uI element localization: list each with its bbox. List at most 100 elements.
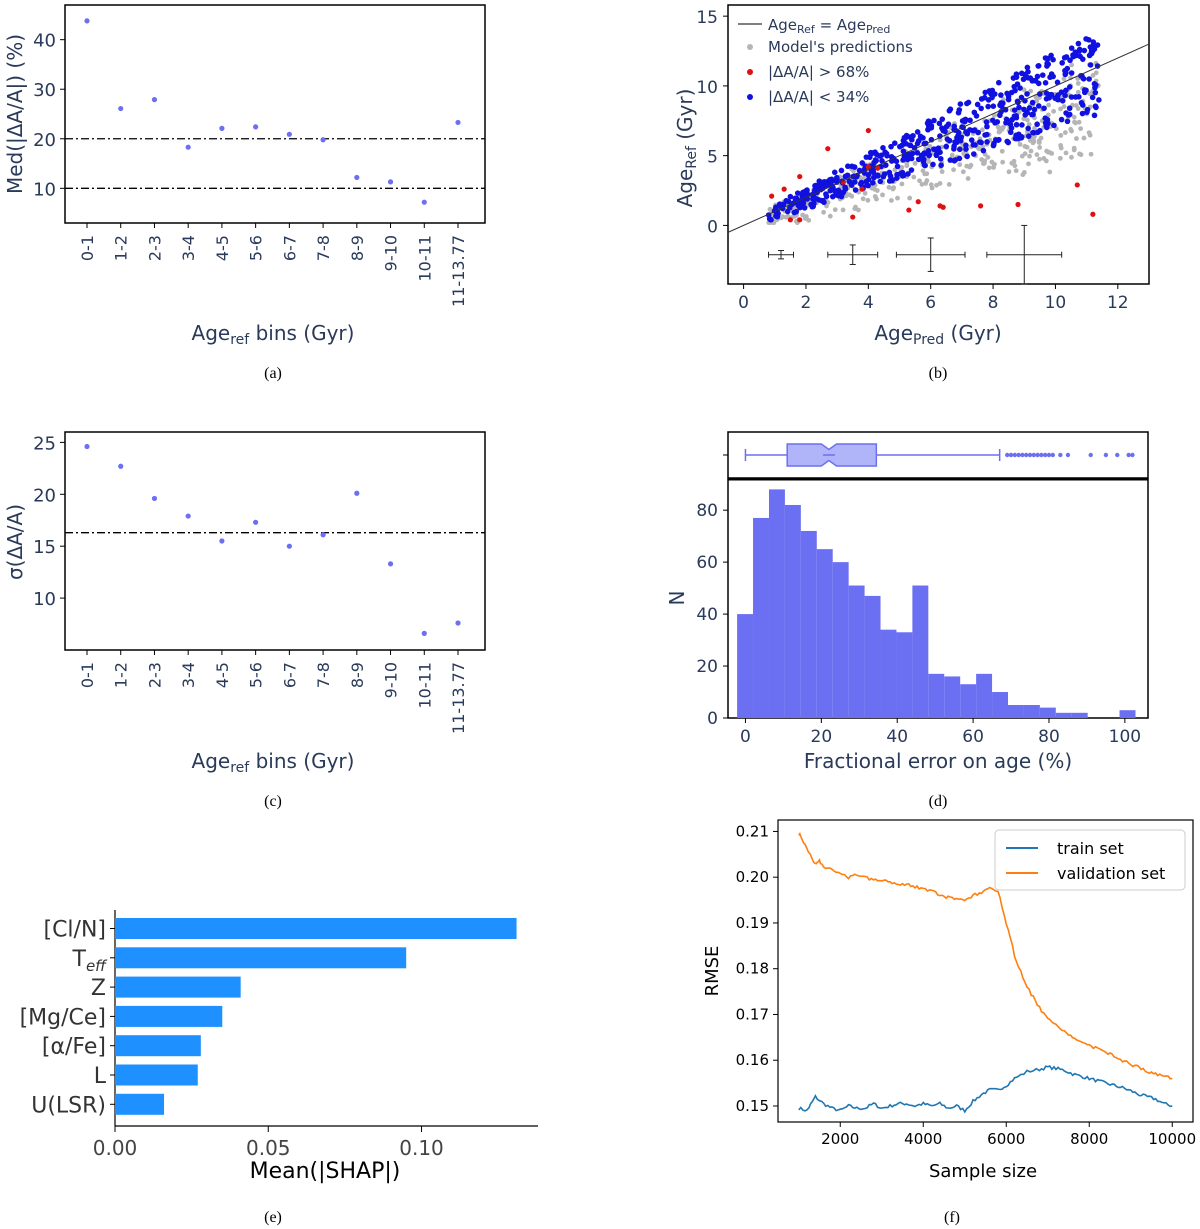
- blue-point: [1068, 70, 1075, 76]
- x-tick-label: 6000: [987, 1130, 1025, 1148]
- grey-point: [980, 161, 986, 166]
- blue-point: [946, 107, 953, 114]
- flier-point: [1012, 452, 1018, 458]
- blue-point: [767, 216, 774, 223]
- blue-point: [823, 193, 830, 200]
- x-tick-label: 8000: [1070, 1130, 1108, 1148]
- grey-point: [1034, 152, 1040, 158]
- data-point: [151, 495, 158, 502]
- y-tick-label: 0.18: [736, 960, 769, 978]
- caption-a: (a): [264, 365, 282, 382]
- blue-point: [878, 152, 885, 159]
- blue-point: [1016, 104, 1022, 111]
- blue-point: [990, 142, 997, 148]
- grey-point: [880, 192, 885, 198]
- y-tick-label: 0.17: [736, 1005, 769, 1023]
- blue-point: [1068, 94, 1075, 100]
- blue-point: [1020, 76, 1027, 83]
- grey-point: [780, 214, 785, 220]
- blue-point: [973, 113, 980, 119]
- data-point: [185, 144, 191, 150]
- grey-point: [1088, 151, 1094, 157]
- grey-point: [911, 174, 917, 180]
- blue-point: [831, 169, 838, 176]
- blue-point: [981, 94, 988, 101]
- red-point: [1015, 201, 1021, 208]
- blue-point: [1023, 110, 1030, 116]
- grey-point: [934, 182, 939, 188]
- blue-point: [1094, 42, 1101, 48]
- blue-point: [961, 118, 968, 125]
- blue-point: [1081, 89, 1088, 96]
- blue-point: [967, 127, 973, 133]
- blue-point: [1034, 121, 1040, 128]
- grey-point: [1086, 130, 1092, 136]
- red-point: [865, 164, 871, 170]
- flier-point: [1020, 452, 1025, 458]
- data-point: [320, 137, 326, 143]
- blue-point: [1092, 103, 1099, 110]
- legend-frame: [994, 829, 1186, 891]
- grey-point: [919, 181, 925, 187]
- blue-point: [914, 140, 921, 147]
- blue-point: [938, 162, 944, 168]
- grey-point: [960, 169, 966, 175]
- blue-point: [1059, 60, 1065, 66]
- blue-point: [1086, 76, 1092, 82]
- blue-point: [1017, 85, 1023, 91]
- blue-point: [1051, 122, 1057, 129]
- grey-point: [995, 124, 1001, 130]
- blue-point: [818, 197, 824, 204]
- flier-point: [1027, 452, 1033, 458]
- blue-point: [980, 147, 987, 154]
- flier-point: [1016, 452, 1021, 458]
- blue-point: [859, 160, 866, 166]
- x-tick-label: 11-13.77: [449, 235, 468, 307]
- blue-point: [1059, 97, 1066, 104]
- blue-point: [985, 103, 991, 110]
- blue-point: [801, 205, 808, 211]
- blue-point: [1050, 56, 1056, 63]
- x-tick-label: 6: [925, 293, 936, 313]
- blue-point: [951, 123, 958, 130]
- blue-point: [813, 182, 819, 189]
- grey-point: [967, 164, 973, 170]
- histogram-bar: [880, 629, 897, 718]
- blue-point: [1026, 105, 1033, 111]
- grey-point: [825, 200, 831, 205]
- x-tick-label: 8-9: [348, 662, 367, 688]
- histogram-bar: [944, 676, 961, 718]
- flier-point: [1088, 452, 1093, 458]
- blue-point: [903, 132, 910, 139]
- y-tick-label: 20: [33, 485, 56, 506]
- data-point: [320, 532, 326, 538]
- x-tick-label: 5-6: [247, 662, 266, 688]
- blue-point: [1075, 40, 1082, 47]
- x-tick-label: 5-6: [247, 235, 266, 261]
- panel-b-xlabel: AgePred (Gyr): [874, 321, 1001, 348]
- grey-point: [783, 214, 789, 220]
- legend-blue-dot-icon: [747, 94, 753, 100]
- shap-bar: [115, 1093, 165, 1115]
- blue-point: [1079, 110, 1086, 117]
- x-tick-label: 8-9: [348, 235, 367, 261]
- y-tick-label: 20: [33, 130, 56, 151]
- x-tick-label: 7-8: [314, 662, 333, 688]
- grey-point: [1026, 161, 1031, 167]
- blue-point: [1025, 125, 1031, 132]
- flier-point: [1103, 452, 1109, 458]
- flier-point: [1024, 452, 1029, 458]
- blue-point: [918, 152, 925, 159]
- y-tick-label: 80: [696, 501, 718, 521]
- grey-point: [889, 198, 894, 203]
- red-point: [797, 217, 803, 223]
- grey-point: [1028, 88, 1033, 94]
- data-point: [455, 620, 461, 626]
- panel-d-ylabel: N: [665, 591, 689, 606]
- legend-predictions-label: Model's predictions: [768, 38, 913, 56]
- grey-point: [946, 182, 952, 187]
- grey-point: [1013, 168, 1019, 174]
- grey-point: [1071, 147, 1077, 153]
- blue-point: [1007, 129, 1014, 136]
- blue-point: [1024, 64, 1031, 71]
